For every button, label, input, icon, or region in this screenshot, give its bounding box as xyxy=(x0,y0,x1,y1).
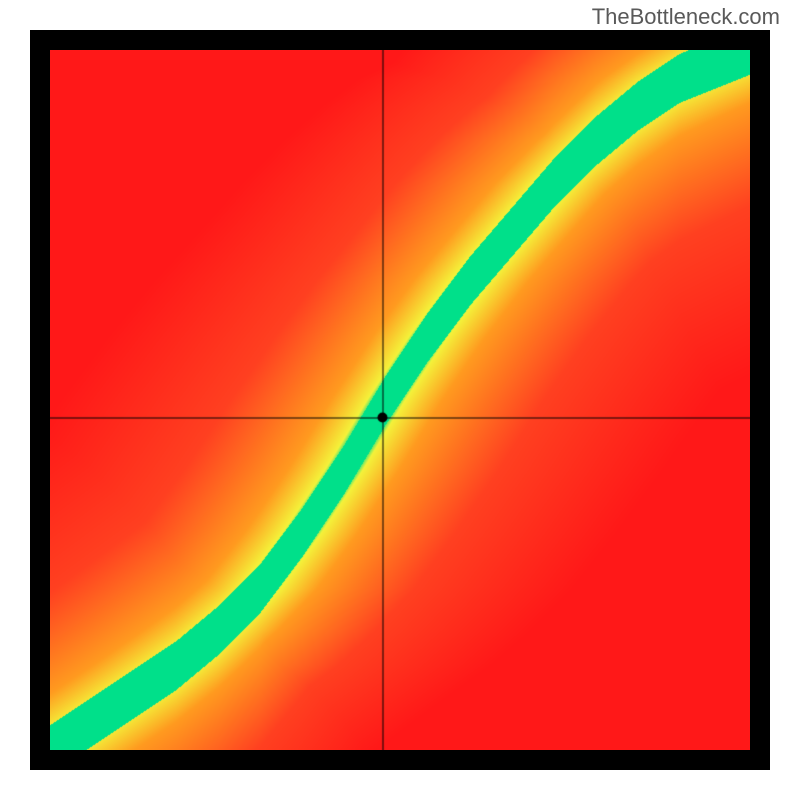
heatmap-plot xyxy=(50,50,750,750)
heatmap-canvas xyxy=(50,50,750,750)
watermark-text: TheBottleneck.com xyxy=(592,4,780,30)
chart-frame xyxy=(30,30,770,770)
